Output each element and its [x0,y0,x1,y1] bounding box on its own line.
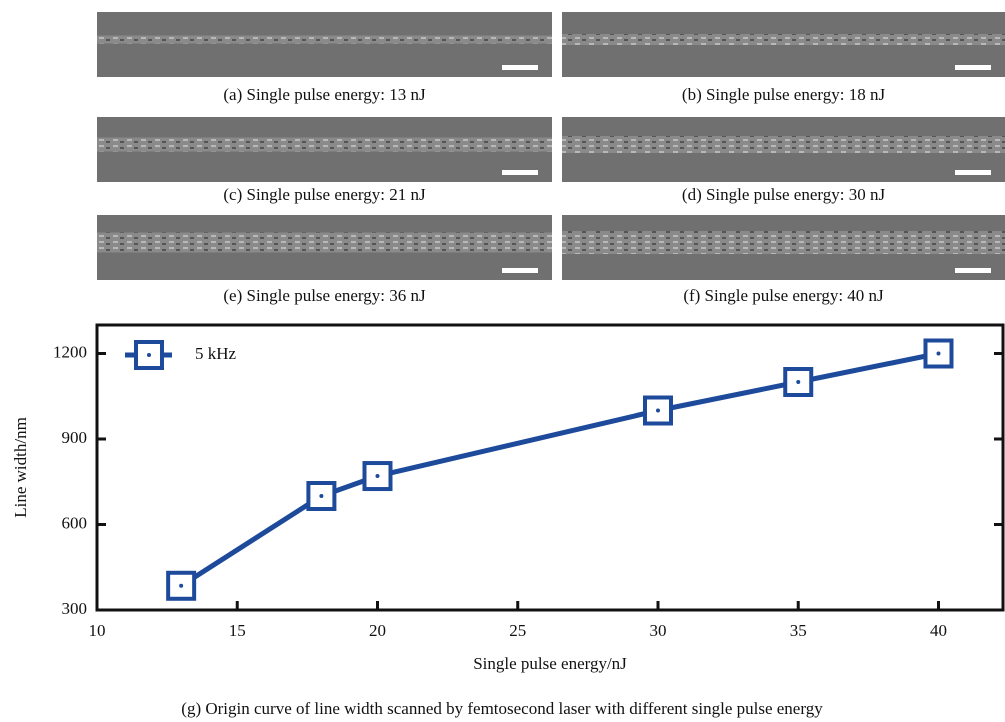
x-tick-label: 15 [229,621,246,640]
data-point-dot [179,583,184,588]
x-tick-label: 20 [369,621,386,640]
y-tick-label: 600 [62,513,88,532]
y-tick-label: 1200 [53,342,87,361]
sem-line [97,35,552,44]
data-point-dot [936,351,941,356]
x-axis-label: Single pulse energy/nJ [473,654,627,673]
panel-caption: (f) Single pulse energy: 40 nJ [683,286,884,305]
scale-bar [955,170,991,175]
scale-bar [502,65,538,70]
series-line [179,351,939,588]
y-tick-label: 300 [62,599,88,618]
legend-label: 5 kHz [195,344,237,363]
panel-caption: (b) Single pulse energy: 18 nJ [682,85,886,104]
x-tick-label: 10 [89,621,106,640]
sem-line [562,136,1005,153]
legend-marker-dot [147,353,151,357]
data-point-dot [796,380,801,384]
scale-bar [502,170,538,175]
panel-caption: (c) Single pulse energy: 21 nJ [223,185,426,204]
data-point-dot [375,474,380,479]
y-axis-label: Line width/nm [11,417,30,518]
sem-line [562,34,1005,45]
plot-frame [95,323,1005,612]
panel-caption: (d) Single pulse energy: 30 nJ [682,185,886,204]
panel-caption: (e) Single pulse energy: 36 nJ [223,286,426,305]
x-tick-label: 30 [649,621,666,640]
sem-line [97,232,552,253]
data-point-dot [655,408,660,413]
x-tick-label: 40 [930,621,947,640]
scale-bar [502,268,538,273]
data-point [783,367,814,397]
scale-bar [955,65,991,70]
y-tick-label: 900 [62,428,88,447]
sem-line [97,137,552,152]
x-tick-label: 35 [790,621,807,640]
data-point-dot [319,494,324,498]
panel-caption: (a) Single pulse energy: 13 nJ [223,85,426,104]
x-tick-label: 25 [509,621,526,640]
sem-image [97,12,552,77]
sem-line [562,231,1005,254]
figure-caption: (g) Origin curve of line width scanned b… [181,699,823,718]
data-point [362,461,393,492]
scale-bar [955,268,991,273]
